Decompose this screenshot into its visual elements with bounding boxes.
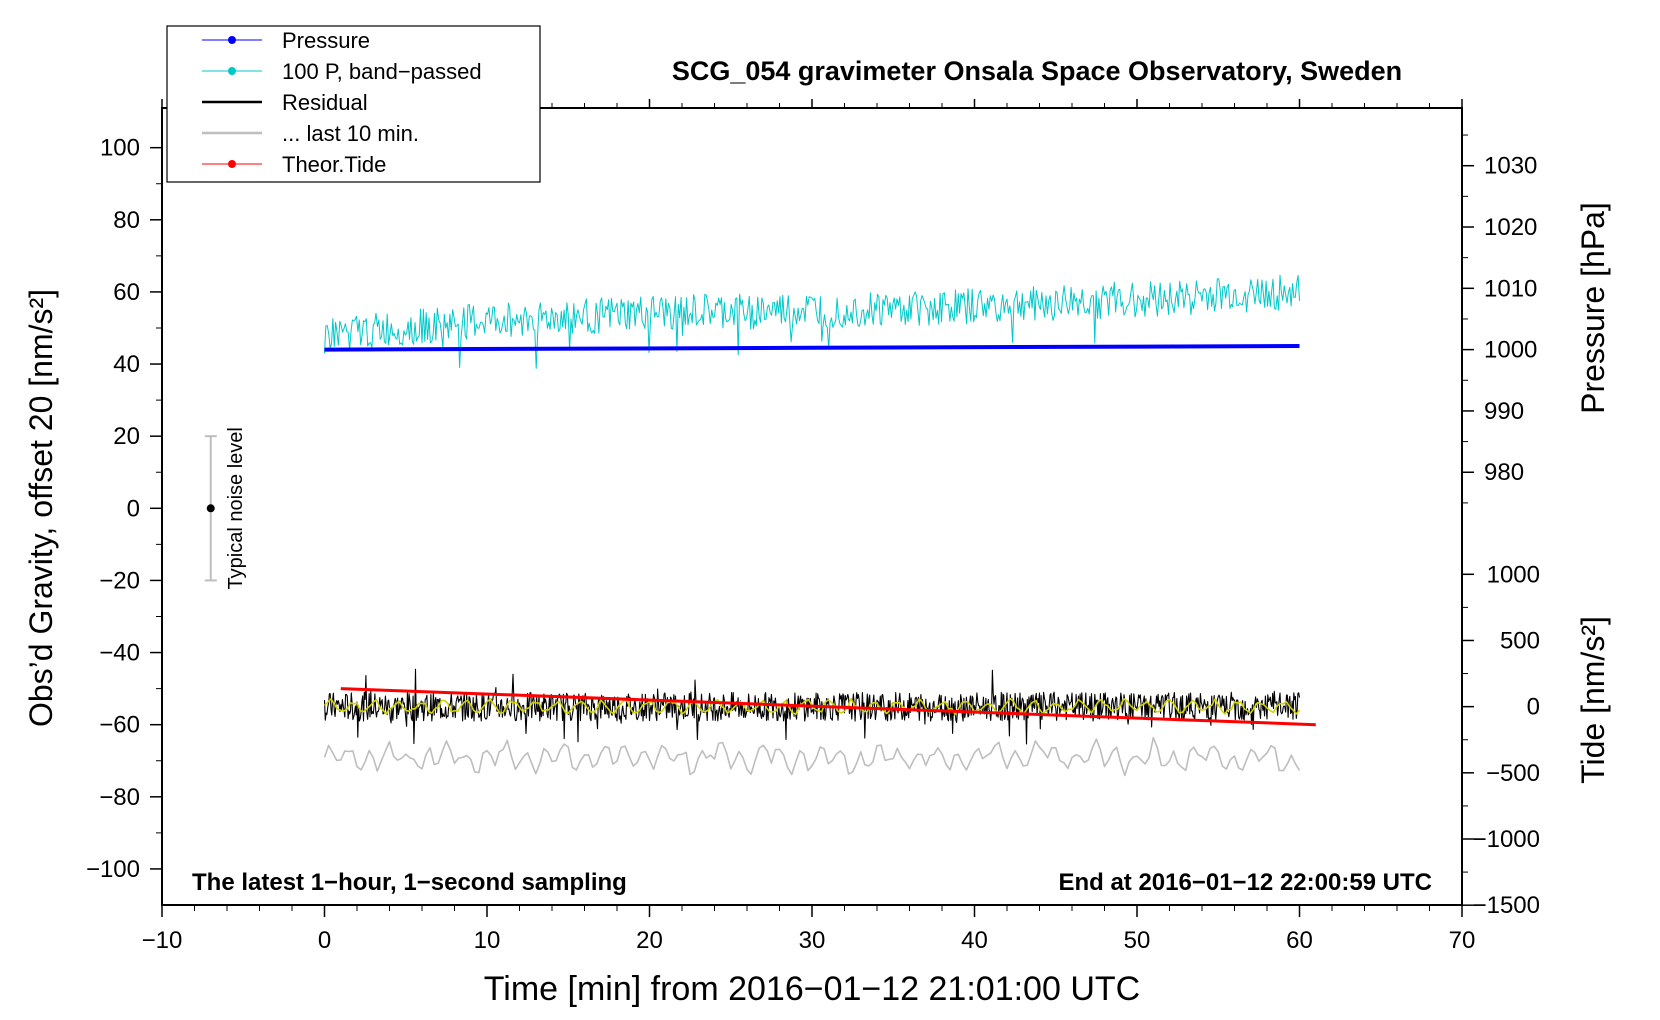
y-axis-label-tide: Tide [nm/s²] bbox=[1575, 616, 1611, 784]
legend-label: Theor.Tide bbox=[282, 152, 386, 177]
x-tick-label: 50 bbox=[1124, 927, 1151, 954]
x-tick-label: 20 bbox=[636, 927, 663, 954]
noise-center-dot bbox=[206, 504, 215, 513]
pressure-tick-label: 990 bbox=[1484, 398, 1524, 425]
plot-frame bbox=[161, 107, 1463, 906]
legend-marker bbox=[228, 160, 236, 168]
y-tick-label: −40 bbox=[99, 640, 140, 667]
series-band-passed-pressure bbox=[324, 274, 1300, 369]
y-tick-label: 60 bbox=[113, 279, 140, 306]
x-tick-label: 0 bbox=[318, 927, 331, 954]
y-tick-label: −100 bbox=[86, 856, 140, 883]
y-tick-label: 0 bbox=[127, 495, 140, 522]
tide-tick-label: −500 bbox=[1486, 760, 1540, 787]
series-pressure bbox=[324, 344, 1300, 352]
tide-tick-label: −1000 bbox=[1473, 826, 1540, 853]
noise-level-label: Typical noise level bbox=[225, 427, 247, 589]
annotation-end-time: End at 2016−01−12 22:00:59 UTC bbox=[1058, 869, 1432, 896]
y-tick-label: 40 bbox=[113, 351, 140, 378]
series-theor-tide bbox=[340, 687, 1316, 727]
tide-tick-label: 0 bbox=[1527, 694, 1540, 721]
y-axis-label-pressure: Pressure [hPa] bbox=[1575, 202, 1611, 414]
pressure-tick-label: 980 bbox=[1484, 459, 1524, 486]
legend-label: Pressure bbox=[282, 28, 370, 53]
pressure-tick-label: 1010 bbox=[1484, 275, 1537, 302]
y-axis-label-left: Obs’d Gravity, offset 20 [nm/s²] bbox=[23, 289, 59, 727]
y-tick-label: 100 bbox=[100, 135, 140, 162]
x-tick-label: 60 bbox=[1286, 927, 1313, 954]
series-last-10-min bbox=[323, 736, 1301, 777]
annotation-sampling: The latest 1−hour, 1−second sampling bbox=[192, 869, 627, 896]
y-tick-label: −60 bbox=[99, 712, 140, 739]
y-tick-label: −80 bbox=[99, 784, 140, 811]
pressure-tick-label: 1000 bbox=[1484, 337, 1537, 364]
legend-label: Residual bbox=[282, 90, 368, 115]
y-tick-label: −20 bbox=[99, 567, 140, 594]
y-tick-label: 20 bbox=[113, 423, 140, 450]
x-tick-label: 70 bbox=[1449, 927, 1476, 954]
y-tick-label: 80 bbox=[113, 207, 140, 234]
x-tick-label: 10 bbox=[474, 927, 501, 954]
series-layer bbox=[323, 274, 1316, 777]
legend-marker bbox=[228, 36, 236, 44]
legend-box bbox=[166, 25, 541, 183]
pressure-tick-label: 1030 bbox=[1484, 153, 1537, 180]
legend-label: 100 P, band−passed bbox=[282, 59, 482, 84]
axes-layer: −10 0 10 20 30 40 50 60 70100806040200−20−40−60−… bbox=[86, 99, 1540, 954]
x-tick-label: 40 bbox=[961, 927, 988, 954]
tide-tick-label: −1500 bbox=[1473, 892, 1540, 919]
tide-tick-label: 500 bbox=[1500, 627, 1540, 654]
tide-tick-label: 1000 bbox=[1487, 561, 1540, 588]
legend-label: ... last 10 min. bbox=[282, 121, 419, 146]
x-axis-label: Time [min] from 2016−01−12 21:01:00 UTC bbox=[484, 970, 1140, 1008]
x-tick-label: −10 bbox=[142, 927, 183, 954]
legend-marker bbox=[228, 67, 236, 75]
chart-title: SCG_054 gravimeter Onsala Space Observat… bbox=[672, 56, 1402, 86]
series-residual bbox=[323, 668, 1301, 745]
legend: Pressure 100 P, band−passed Residual ... la… bbox=[166, 25, 541, 183]
x-tick-label: 30 bbox=[799, 927, 826, 954]
pressure-tick-label: 1020 bbox=[1484, 214, 1537, 241]
